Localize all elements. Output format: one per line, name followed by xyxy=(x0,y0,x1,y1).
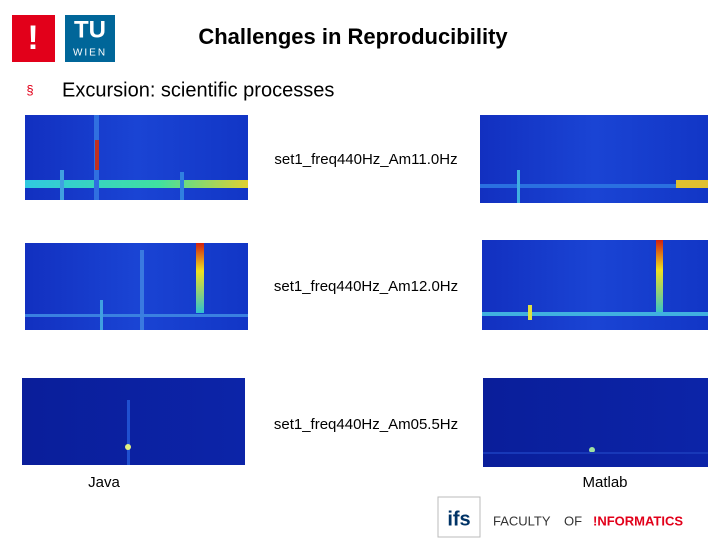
column-label: Java xyxy=(88,474,120,491)
ifs-logo xyxy=(437,496,481,538)
logo-left xyxy=(12,15,55,62)
bullet-text: Excursion: scientific processes xyxy=(62,79,334,101)
informatics-text: !NFORMATICS xyxy=(593,513,683,528)
row-label: set1_freq440Hz_Am05.5Hz xyxy=(274,416,458,433)
bullet-marker: § xyxy=(26,82,33,97)
heatmap-matlab-1 xyxy=(480,115,708,203)
heatmap-java-3 xyxy=(22,378,245,465)
ifs-text: ifs xyxy=(447,508,470,530)
logo-wien-text: WIEN xyxy=(73,48,107,59)
logo-left-text: ! xyxy=(27,19,38,57)
logo-tu xyxy=(65,15,115,62)
column-label: Matlab xyxy=(582,474,627,491)
row-label: set1_freq440Hz_Am12.0Hz xyxy=(274,278,458,295)
of-text: OF xyxy=(564,513,582,528)
faculty-text: FACULTY xyxy=(493,513,551,528)
slide-title: Challenges in Reproducibility xyxy=(198,24,508,49)
heatmap-java-2 xyxy=(25,243,248,330)
row-label: set1_freq440Hz_Am11.0Hz xyxy=(274,151,457,168)
logo-tu-text: TU xyxy=(74,16,106,43)
heatmap-java-1 xyxy=(25,115,248,200)
heatmap-matlab-3 xyxy=(483,378,708,467)
heatmap-matlab-2 xyxy=(482,240,708,330)
